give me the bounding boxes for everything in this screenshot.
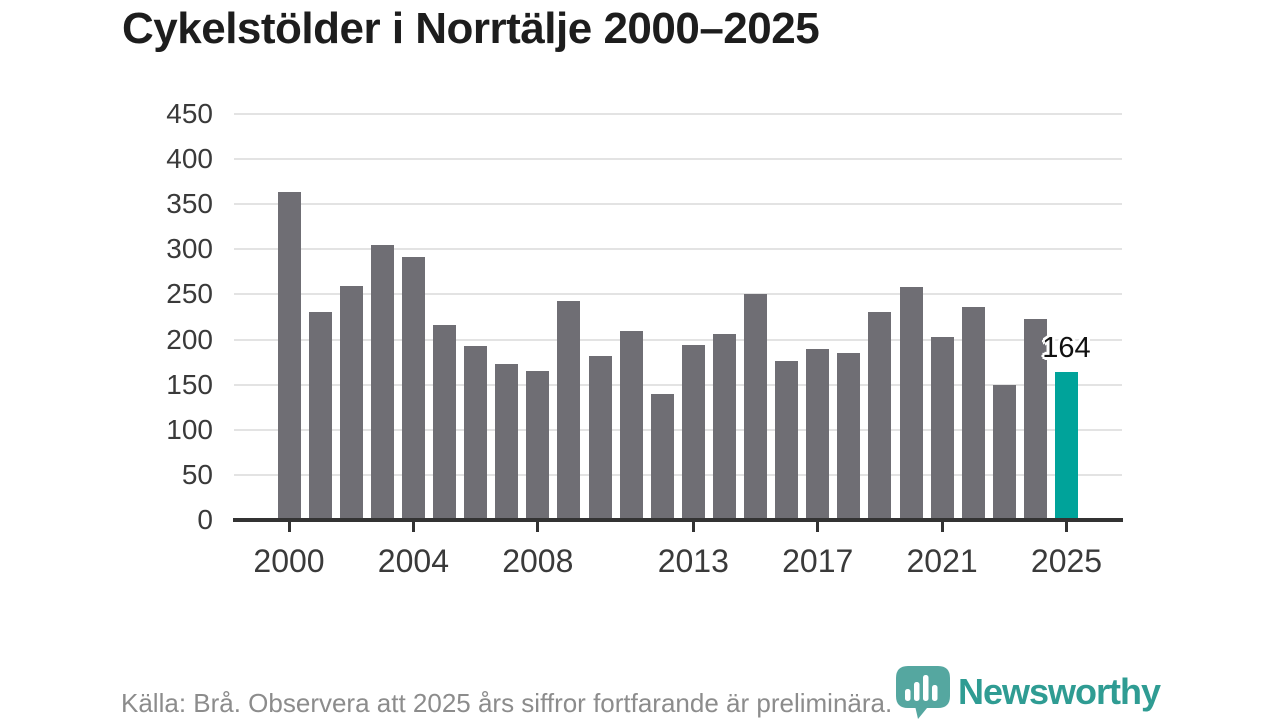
bar-2009 (557, 300, 581, 520)
bar-2019 (868, 312, 892, 520)
x-tick-2008 (536, 522, 540, 532)
bar-2007 (495, 363, 519, 520)
gridline-400 (234, 158, 1122, 161)
x-tick-2021 (940, 522, 944, 532)
x-tick-2004 (411, 522, 415, 532)
x-axis-line (233, 518, 1123, 522)
source-note: Källa: Brå. Observera att 2025 års siffr… (121, 688, 893, 718)
x-tick-label-2013: 2013 (657, 543, 729, 579)
x-tick-label-2008: 2008 (502, 543, 574, 579)
y-tick-label-100: 100 (166, 413, 213, 445)
bar-2003 (370, 244, 394, 520)
bar-2025 (1055, 372, 1078, 520)
gridline-350 (234, 203, 1122, 206)
gridline-300 (234, 248, 1122, 251)
bar-2022 (961, 307, 985, 520)
gridline-100 (234, 428, 1122, 431)
bar-2008 (526, 371, 550, 520)
x-tick-2017 (816, 522, 820, 532)
y-tick-label-250: 250 (166, 278, 213, 310)
bar-2005 (433, 325, 456, 520)
newsworthy-logo[interactable]: Newsworthy (894, 664, 1161, 720)
bar-2014 (712, 334, 736, 520)
y-tick-label-450: 450 (166, 98, 213, 129)
y-tick-label-0: 0 (197, 504, 213, 535)
x-tick-label-2004: 2004 (377, 543, 449, 579)
x-tick-2025 (1065, 522, 1068, 532)
bar-2020 (899, 287, 923, 520)
gridline-250 (234, 293, 1122, 296)
chart-title: Cykelstölder i Norrtälje 2000–2025 (122, 4, 820, 53)
y-tick-label-350: 350 (166, 188, 213, 220)
bar-2006 (464, 345, 488, 520)
bar-2010 (588, 355, 612, 520)
newsworthy-wordmark: Newsworthy (958, 671, 1161, 712)
bar-2015 (744, 294, 767, 520)
y-tick-label-50: 50 (181, 458, 213, 490)
newsworthy-logo-icon (896, 666, 950, 719)
x-tick-label-2021: 2021 (906, 543, 978, 579)
bar-2021 (930, 336, 954, 520)
bar-2016 (775, 361, 799, 520)
gridline-150 (234, 383, 1122, 386)
bar-2018 (837, 353, 861, 520)
x-tick-label-2000: 2000 (253, 543, 325, 579)
y-tick-label-300: 300 (166, 233, 213, 265)
bar-2024 (1023, 318, 1047, 520)
bar-2004 (401, 257, 425, 520)
x-tick-2000 (287, 522, 291, 532)
y-tick-label-400: 400 (166, 143, 213, 175)
bar-2011 (619, 330, 643, 520)
bar-2002 (339, 286, 363, 520)
x-tick-label-2025: 2025 (1030, 543, 1103, 579)
y-tick-label-150: 150 (166, 368, 213, 400)
gridline-50 (234, 473, 1122, 476)
x-tick-label-2017: 2017 (782, 543, 854, 579)
bar-2012 (650, 393, 674, 520)
bar-2013 (681, 344, 705, 520)
bar-2017 (806, 349, 830, 520)
gridline-450 (234, 113, 1122, 115)
x-tick-2013 (691, 522, 695, 532)
bar-2023 (992, 384, 1016, 520)
highlight-value-label: 164 (1042, 332, 1091, 365)
bar-2000 (277, 191, 301, 520)
y-tick-label-200: 200 (166, 323, 213, 355)
bar-2001 (308, 312, 332, 520)
gridline-200 (234, 338, 1122, 341)
